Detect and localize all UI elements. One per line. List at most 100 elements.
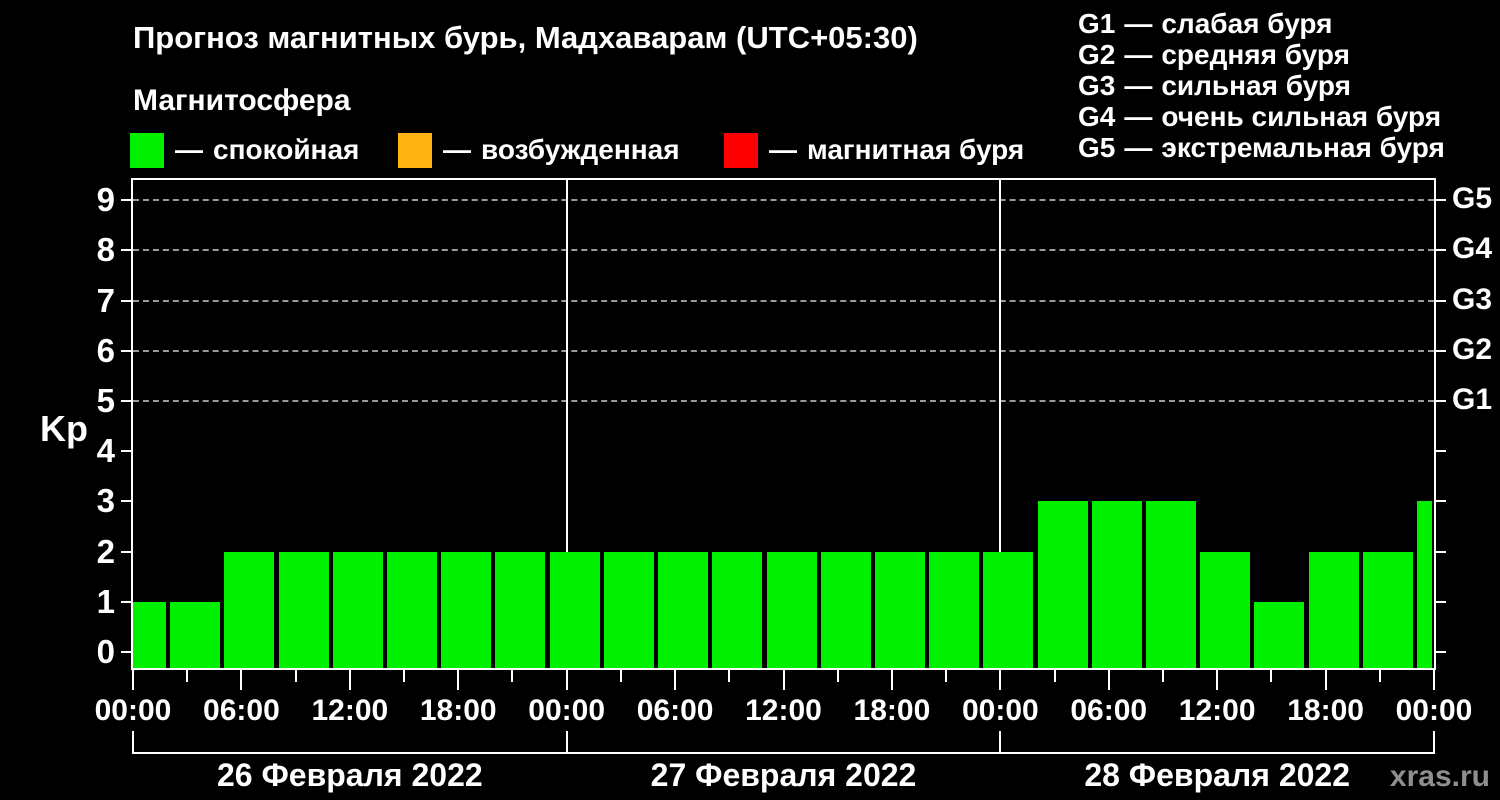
y-tick-label: 8	[96, 231, 115, 269]
g-level-label-g2: G2	[1452, 332, 1493, 366]
dash: —	[769, 134, 797, 165]
x-tick-label: 06:00	[203, 694, 280, 727]
watermark: xras.ru	[1389, 760, 1490, 793]
gridline-kp8	[133, 249, 1434, 252]
quiet-color-swatch	[130, 132, 164, 168]
legend-item-excited: — возбужденная	[398, 132, 680, 168]
x-tick	[999, 670, 1002, 690]
x-tick	[348, 670, 351, 690]
x-tick-label: 00:00	[94, 694, 172, 727]
dash: —	[1124, 132, 1153, 163]
g-code: G1	[1078, 8, 1116, 39]
g-desc: слабая буря	[1161, 8, 1333, 39]
legend-text: возбужденная	[481, 134, 680, 165]
gridline-kp9	[133, 199, 1434, 202]
kp-bar	[1254, 601, 1305, 668]
kp-bar	[495, 551, 546, 668]
x-tick	[1053, 670, 1056, 682]
date-bracket-tick	[565, 731, 568, 754]
dash: —	[1124, 101, 1153, 132]
y-tick	[121, 349, 133, 352]
g-code: G5	[1078, 132, 1116, 163]
y-tick-right	[1434, 500, 1446, 503]
kp-bar	[278, 551, 329, 668]
g-scale-row-g1: G1 — слабая буря	[1078, 8, 1445, 39]
x-tick-label: 00:00	[961, 694, 1039, 727]
g-desc: экстремальная буря	[1161, 132, 1445, 163]
g-code: G3	[1078, 70, 1116, 101]
x-tick	[565, 670, 568, 690]
y-tick-right	[1434, 600, 1446, 603]
g-level-label-g3: G3	[1452, 282, 1493, 316]
kp-bar	[658, 551, 709, 668]
x-tick	[457, 670, 460, 690]
kp-bar	[983, 551, 1034, 668]
magnetosphere-label: Магнитосфера	[133, 84, 351, 117]
x-tick-label: 12:00	[745, 694, 822, 727]
date-bracket	[133, 752, 567, 754]
x-tick	[186, 670, 189, 682]
kp-bar	[820, 551, 871, 668]
y-tick	[121, 600, 133, 603]
kp-bar	[1145, 501, 1196, 668]
g-desc: сильная буря	[1161, 70, 1351, 101]
kp-bar	[170, 601, 221, 668]
x-tick-label: 18:00	[1287, 694, 1364, 727]
x-tick	[836, 670, 839, 682]
x-tick	[1161, 670, 1164, 682]
y-tick-label: 2	[96, 532, 115, 570]
y-tick-right	[1434, 450, 1446, 453]
day-separator	[999, 180, 1002, 668]
x-tick	[1270, 670, 1273, 682]
g-level-label-g4: G4	[1452, 232, 1493, 266]
g-scale-row-g3: G3 — сильная буря	[1078, 70, 1445, 101]
g-code: G2	[1078, 39, 1116, 70]
y-tick-right	[1434, 299, 1446, 302]
y-tick-right	[1434, 249, 1446, 252]
g-scale-row-g2: G2 — средняя буря	[1078, 39, 1445, 70]
y-tick-right	[1434, 550, 1446, 553]
g-code: G4	[1078, 101, 1116, 132]
y-tick	[121, 450, 133, 453]
kp-bar	[929, 551, 980, 668]
date-bracket	[566, 752, 1001, 754]
legend-label-quiet: — спокойная	[175, 134, 359, 166]
kp-bar	[441, 551, 492, 668]
kp-bar	[549, 551, 600, 668]
x-tick-label: 12:00	[1178, 694, 1256, 727]
y-tick	[121, 249, 133, 252]
y-tick	[121, 651, 133, 653]
chart-title: Прогноз магнитных бурь, Мадхаварам (UTC+…	[133, 20, 918, 55]
y-tick	[121, 400, 133, 402]
y-tick	[121, 500, 133, 503]
kp-bar	[387, 551, 438, 668]
legend-text: спокойная	[213, 134, 360, 165]
date-bracket-tick	[999, 731, 1002, 754]
legend-item-quiet: — спокойная	[130, 132, 359, 168]
kp-bar	[1362, 551, 1413, 668]
kp-bar	[224, 551, 275, 668]
y-tick-label: 7	[96, 281, 115, 319]
y-tick-label: 4	[96, 432, 115, 470]
kp-bar	[1037, 501, 1088, 668]
x-tick	[674, 670, 677, 690]
g-scale-row-g5: G5 — экстремальная буря	[1078, 132, 1445, 163]
x-tick	[728, 670, 731, 682]
x-tick-label: 06:00	[1070, 694, 1148, 727]
dash: —	[1124, 39, 1153, 70]
y-tick-label: 0	[96, 633, 115, 670]
y-tick-label: 1	[96, 582, 115, 620]
dash: —	[443, 134, 471, 165]
kp-bar	[1308, 551, 1359, 668]
gridline-kp7	[133, 299, 1434, 302]
x-tick-label: 18:00	[853, 694, 931, 727]
date-label: 27 Февраля 2022	[650, 757, 917, 793]
x-tick	[890, 670, 893, 690]
x-tick	[1107, 670, 1110, 690]
gridline-kp5	[133, 400, 1434, 402]
legend-text: магнитная буря	[807, 134, 1025, 165]
kp-bar	[766, 551, 817, 668]
legend-item-storm: — магнитная буря	[724, 132, 1024, 168]
kp-bar	[712, 551, 763, 668]
